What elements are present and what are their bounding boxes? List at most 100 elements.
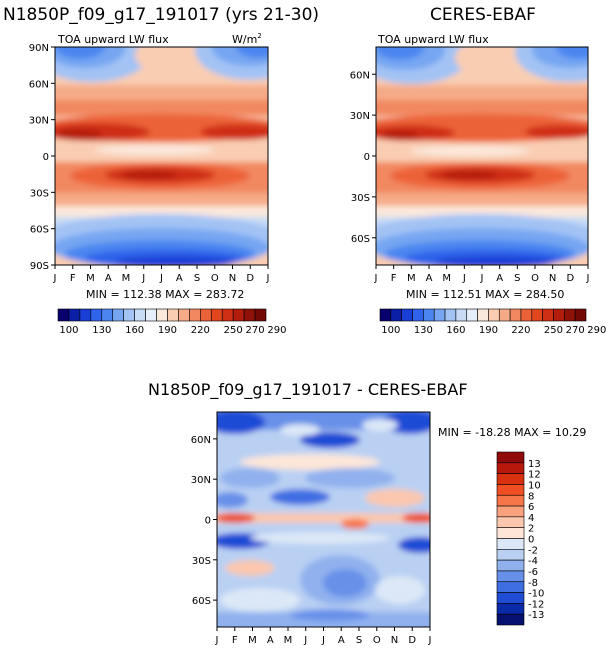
diff-x-tick-label: J — [215, 635, 219, 646]
model-colorbar-swatch — [243, 308, 256, 322]
diff-stats: MIN = -18.28 MAX = 10.29 — [438, 426, 586, 439]
model-colorbar-swatch — [68, 308, 81, 322]
diff-x-tick-label: J — [303, 635, 307, 646]
obs-colorbar-label: 270 — [566, 325, 585, 336]
obs-y-tick-label: 0 — [364, 152, 370, 163]
model-colorbar-swatch — [221, 308, 234, 322]
model-colorbar-swatch — [134, 308, 146, 322]
diff-heatmap-field — [217, 412, 430, 627]
diff-colorbar-swatch — [496, 581, 525, 593]
obs-colorbar-label: 100 — [381, 325, 400, 336]
diff-colorbar-label: -8 — [528, 578, 538, 589]
obs-y-tick-label: 60S — [351, 234, 370, 245]
diff-colorbar-label: 2 — [528, 524, 534, 535]
diff-panel-title: N1850P_f09_g17_191017 - CERES-EBAF — [148, 380, 468, 400]
model-y-tick-label: 0 — [43, 152, 49, 163]
obs-colorbar: 100 130 160 190 220 250 270 290 — [379, 308, 606, 336]
model-panel-subtitle: TOA upward LW flux — [57, 33, 169, 46]
obs-x-tick-label: D — [566, 273, 574, 284]
obs-x-tick-label: O — [531, 273, 539, 284]
diff-colorbar-swatch — [496, 505, 525, 518]
obs-y-tick-label: 60N — [350, 70, 370, 81]
obs-colorbar-label: 130 — [414, 325, 433, 336]
diff-colorbar-label: -13 — [528, 610, 544, 621]
obs-colorbar-swatch — [379, 308, 392, 322]
diff-colorbar-label: 13 — [528, 459, 541, 470]
model-x-tick-label: J — [53, 273, 57, 284]
model-colorbar-label: 270 — [246, 325, 265, 336]
model-x-tick-label: S — [194, 273, 200, 284]
obs-x-tick-label: J — [374, 273, 378, 284]
model-colorbar-swatch — [200, 308, 212, 322]
obs-colorbar-swatch — [444, 308, 457, 322]
diff-colorbar-label: 8 — [528, 491, 534, 502]
model-y-tick-label: 60N — [29, 79, 49, 90]
obs-colorbar-swatch — [498, 308, 511, 322]
diff-colorbar-swatch — [496, 603, 525, 615]
obs-colorbar-swatch — [574, 308, 587, 322]
diff-colorbar-swatch — [496, 592, 525, 604]
diff-colorbar-label: 12 — [528, 470, 541, 481]
model-colorbar-swatch — [210, 308, 223, 322]
diff-colorbar-swatch — [496, 473, 525, 485]
diff-colorbar-label: -2 — [528, 545, 538, 556]
model-x-tick-label: J — [266, 273, 270, 284]
obs-colorbar-swatch — [488, 308, 500, 322]
diff-colorbar-swatch — [496, 538, 525, 550]
model-x-tick-label: J — [159, 273, 163, 284]
model-panel: N1850P_f09_g17_191017 (yrs 21-30) TOA up… — [3, 5, 319, 336]
model-x-tick-label: O — [211, 273, 219, 284]
diff-x-tick-label: J — [428, 635, 432, 646]
diff-colorbar-label: 6 — [528, 502, 534, 513]
diff-colorbar-swatch — [496, 549, 525, 561]
model-panel-units: W/m2 — [232, 32, 262, 46]
model-x-tick-label: M — [122, 273, 131, 284]
model-colorbar-swatch — [232, 308, 245, 322]
diff-colorbar-label: -4 — [528, 556, 538, 567]
diff-panel: N1850P_f09_g17_191017 - CERES-EBAF — [148, 380, 586, 646]
model-x-tick-label: A — [176, 273, 183, 284]
obs-colorbar-swatch — [466, 308, 478, 322]
diff-colorbar-swatch — [496, 494, 525, 507]
obs-x-tick-label: A — [496, 273, 503, 284]
model-y-tick-label: 90S — [30, 261, 49, 272]
model-colorbar-swatch — [156, 308, 168, 322]
model-colorbar-label: 100 — [59, 325, 78, 336]
model-colorbar-swatch — [112, 308, 124, 322]
diff-x-tick-label: A — [267, 635, 274, 646]
obs-colorbar-swatch — [401, 308, 413, 322]
obs-colorbar-swatch — [433, 308, 446, 322]
diff-x-tick-label: F — [232, 635, 238, 646]
model-panel-title: N1850P_f09_g17_191017 (yrs 21-30) — [3, 5, 319, 25]
obs-colorbar-label: 250 — [544, 325, 563, 336]
obs-colorbar-swatch — [553, 308, 565, 322]
model-colorbar-swatch — [178, 308, 190, 322]
obs-panel-subtitle: TOA upward LW flux — [377, 33, 489, 46]
model-y-tick-label: 30N — [29, 116, 49, 127]
diff-x-tick-label: J — [321, 635, 325, 646]
obs-x-tick-label: S — [514, 273, 520, 284]
diff-x-tick-label: A — [338, 635, 345, 646]
model-x-tick-label: N — [229, 273, 236, 284]
obs-heatmap-field — [376, 47, 588, 265]
diff-colorbar-label: 0 — [528, 535, 534, 546]
model-x-tick-label: F — [70, 273, 76, 284]
model-x-tick-label: D — [246, 273, 254, 284]
diff-y-tick-label: 0 — [205, 516, 211, 527]
diff-colorbar-swatch — [496, 451, 525, 464]
obs-x-tick-label: M — [442, 273, 451, 284]
diff-y-tick-label: 30S — [192, 556, 211, 567]
model-y-tick-label: 60S — [30, 225, 49, 236]
obs-y-tick-label: 30S — [351, 193, 370, 204]
obs-colorbar-label: 220 — [511, 325, 530, 336]
model-colorbar-swatch — [90, 308, 103, 322]
diff-y-tick-label: 60N — [191, 435, 211, 446]
diff-y-tick-label: 30N — [191, 475, 211, 486]
model-y-tick-label: 90N — [29, 43, 49, 54]
obs-stats: MIN = 112.51 MAX = 284.50 — [406, 288, 564, 301]
obs-colorbar-swatch — [477, 308, 489, 322]
model-colorbar-swatch — [79, 308, 92, 322]
